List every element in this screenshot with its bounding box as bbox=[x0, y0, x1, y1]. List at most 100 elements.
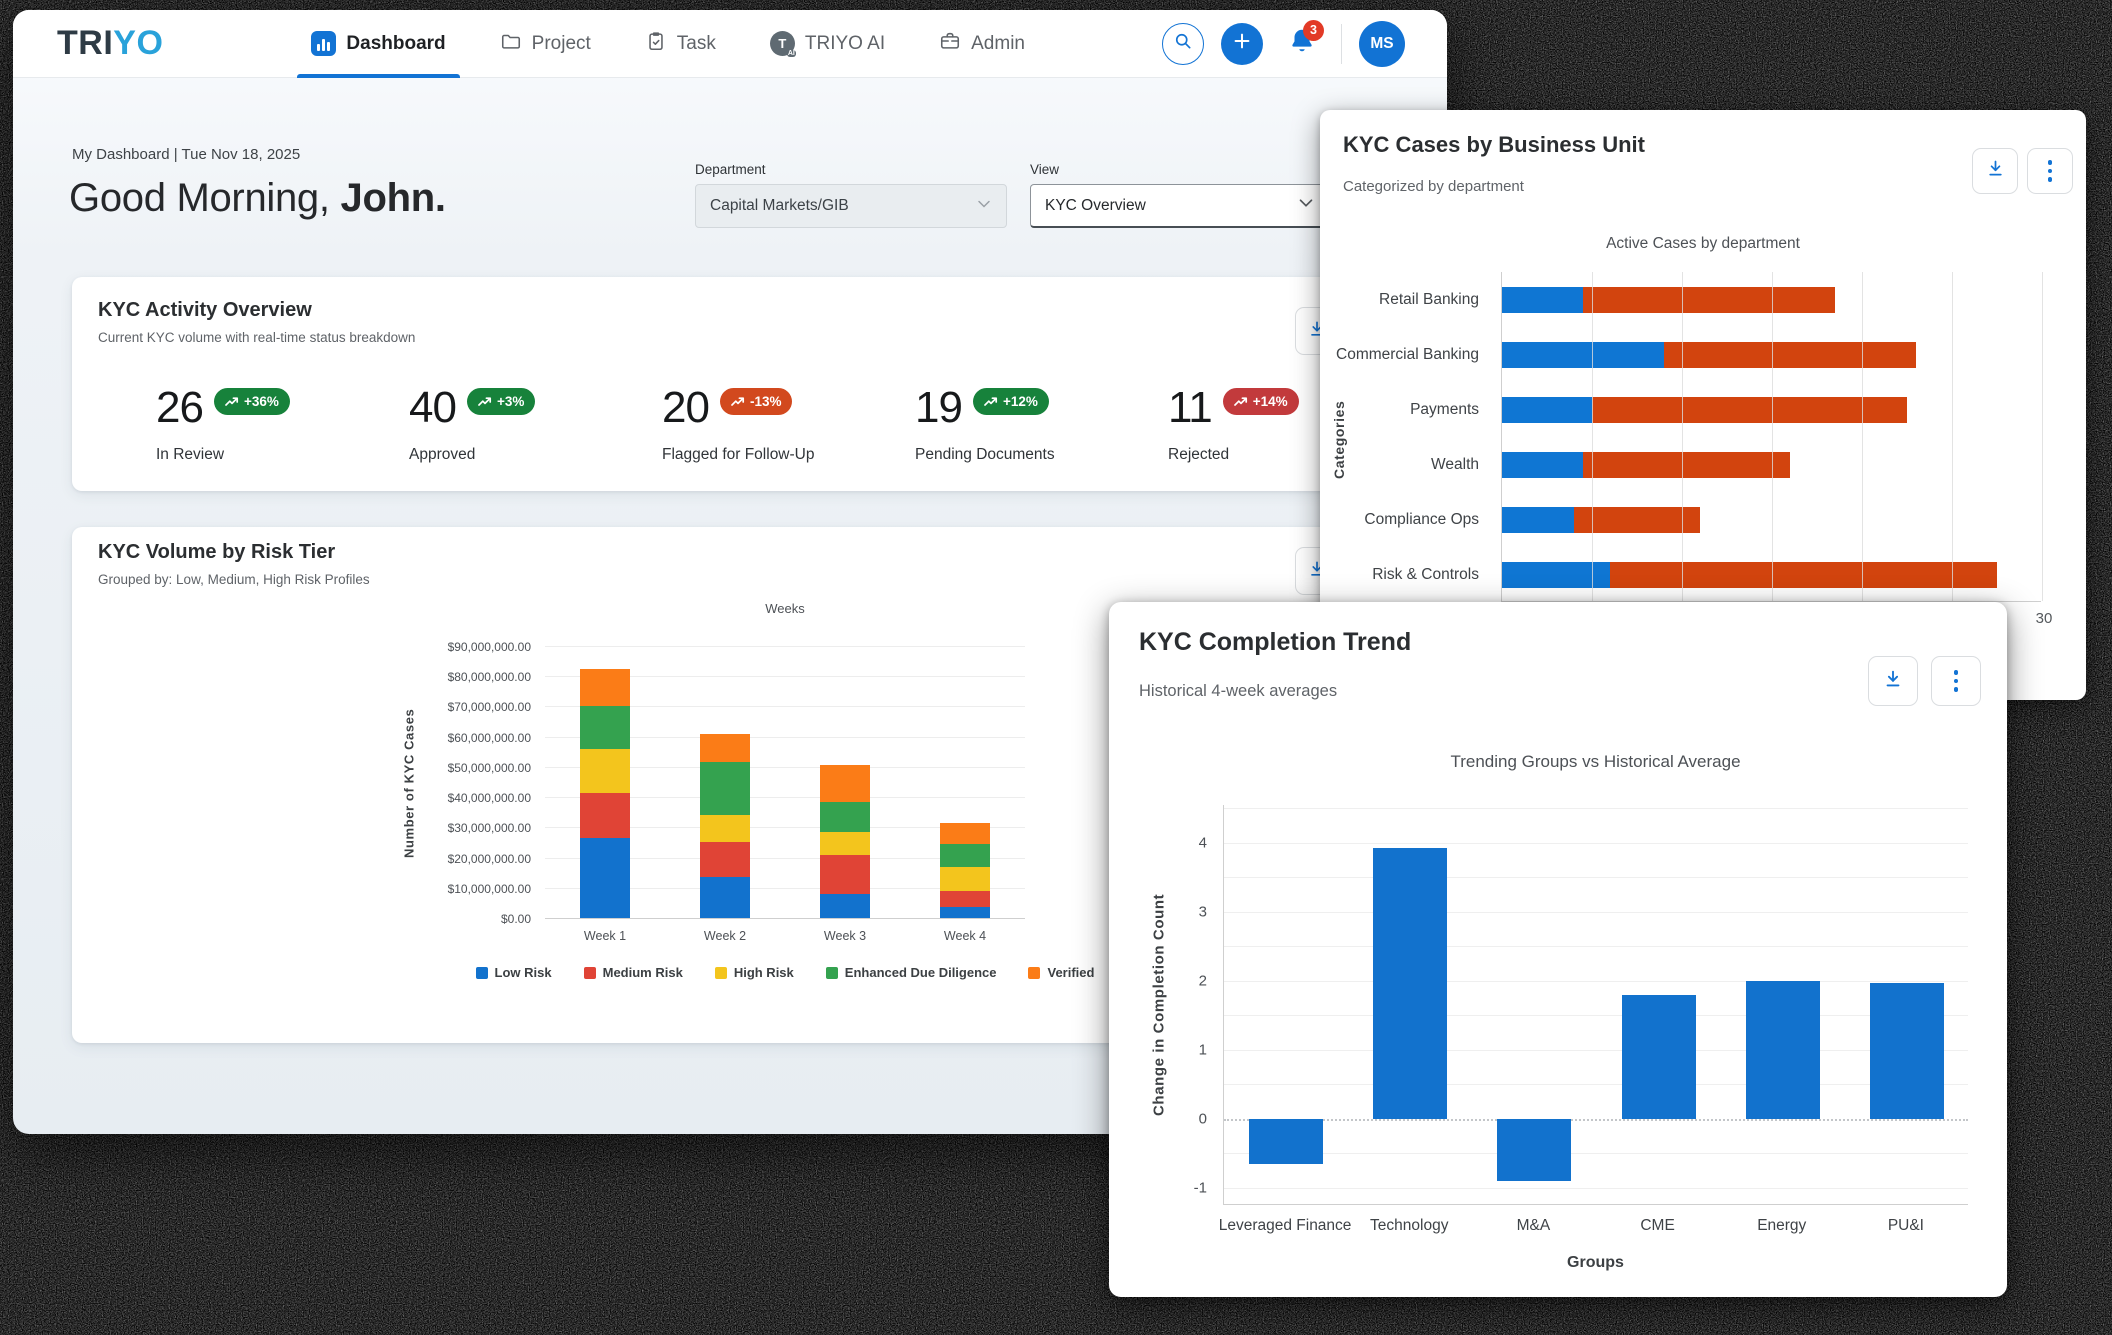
axis-tick-label: $40,000,000.00 bbox=[447, 791, 531, 806]
business-chart-xtick: 30 bbox=[2035, 610, 2053, 627]
add-button[interactable] bbox=[1221, 22, 1263, 65]
view-field: View KYC Overview bbox=[1030, 162, 1330, 228]
legend-item-low-risk: Low Risk bbox=[475, 965, 552, 980]
bar-segment-low-risk bbox=[940, 907, 990, 918]
grid-line bbox=[545, 706, 1025, 708]
legend-label: Enhanced Due Diligence bbox=[844, 965, 997, 980]
search-button[interactable] bbox=[1162, 22, 1204, 65]
axis-tick-label: $20,000,000.00 bbox=[447, 851, 531, 866]
download-icon bbox=[1985, 157, 2006, 185]
bar-segment-high-risk bbox=[940, 866, 990, 891]
axis-tick-label: Energy bbox=[1757, 1217, 1807, 1234]
more-options-button[interactable] bbox=[1931, 656, 1981, 706]
bar-segment-medium-risk bbox=[940, 890, 990, 908]
department-field: Department Capital Markets/GIB bbox=[695, 162, 1007, 228]
axis-tick-label: CME bbox=[1640, 1217, 1675, 1234]
grid-line bbox=[1224, 1015, 1968, 1017]
legend-label: High Risk bbox=[733, 965, 794, 980]
category-label-wealth: Wealth bbox=[1431, 455, 1479, 473]
completion-trend-card: KYC Completion Trend Historical 4-week a… bbox=[1109, 602, 2007, 1297]
legend-swatch bbox=[714, 966, 727, 979]
bar-segment-verified bbox=[580, 668, 630, 707]
completion-trend-chart bbox=[1223, 805, 1968, 1205]
nav-divider bbox=[1341, 23, 1342, 64]
legend-swatch bbox=[1028, 966, 1041, 979]
axis-tick-label: -1 bbox=[1193, 1179, 1207, 1197]
stat-label: Flagged for Follow-Up bbox=[662, 446, 815, 464]
more-options-button[interactable] bbox=[2027, 148, 2073, 194]
view-select[interactable]: KYC Overview bbox=[1030, 184, 1330, 228]
bar-segment-enhanced-due-diligence bbox=[580, 706, 630, 749]
tab-label: TRIYO AI bbox=[804, 32, 886, 54]
bar-segment-segment-orange bbox=[1583, 451, 1790, 478]
download-button[interactable] bbox=[1972, 148, 2018, 194]
card-title: KYC Volume by Risk Tier bbox=[98, 541, 336, 563]
tab-triyo-ai[interactable]: T AI TRIYO AI bbox=[769, 10, 886, 78]
axis-tick-label: Week 4 bbox=[943, 929, 987, 943]
greeting: Good Morning, John. bbox=[69, 176, 446, 221]
stat-trend-badge: -13% bbox=[719, 388, 793, 415]
risk-chart-yticks: $0.00 $10,000,000.00 $20,000,000.00 $30,000… bbox=[392, 640, 537, 926]
legend-label: Verified bbox=[1047, 965, 1095, 980]
risk-chart-legend: Low Risk Medium Risk High Risk Enhanced Due… bbox=[475, 965, 1094, 980]
stat-approved: 40 +3% Approved bbox=[409, 384, 662, 464]
department-label: Department bbox=[695, 162, 766, 177]
grid-line bbox=[1224, 946, 1968, 948]
tab-admin[interactable]: Admin bbox=[939, 10, 1025, 78]
legend-swatch bbox=[583, 966, 596, 979]
grid-line bbox=[1682, 272, 1683, 601]
stacked-bar-commercial-banking bbox=[1502, 341, 1916, 368]
bar-segment-enhanced-due-diligence bbox=[940, 843, 990, 867]
bar-cme bbox=[1621, 994, 1696, 1119]
category-label-commercial-banking: Commercial Banking bbox=[1336, 345, 1479, 363]
tab-project[interactable]: Project bbox=[500, 10, 591, 78]
category-label-payments: Payments bbox=[1410, 400, 1479, 418]
bar-segment-segment-orange bbox=[1583, 286, 1835, 313]
trend-up-icon bbox=[225, 396, 239, 408]
axis-tick-label: $60,000,000.00 bbox=[447, 730, 531, 745]
legend-swatch bbox=[825, 966, 838, 979]
bar-leveraged-finance bbox=[1249, 1118, 1324, 1164]
grid-line bbox=[545, 887, 1025, 889]
trend-up-icon bbox=[731, 396, 745, 408]
triyo-logo[interactable]: TRIYO bbox=[57, 24, 163, 63]
department-select[interactable]: Capital Markets/GIB bbox=[695, 184, 1007, 228]
stat-pending-documents: 19 +12% Pending Documents bbox=[915, 383, 1168, 464]
bar-energy bbox=[1745, 980, 1820, 1119]
chevron-down-icon bbox=[974, 194, 994, 219]
grid-line bbox=[545, 857, 1025, 859]
axis-tick-label: 3 bbox=[1198, 903, 1207, 921]
trend-up-icon bbox=[984, 396, 998, 408]
axis-tick-label: Week 1 bbox=[583, 929, 627, 943]
business-unit-card: KYC Cases by Business Unit Categorized b… bbox=[1320, 110, 2086, 700]
user-avatar[interactable]: MS bbox=[1359, 20, 1405, 67]
bar-segment-segment-blue bbox=[1502, 506, 1574, 533]
grid-line bbox=[1592, 272, 1593, 601]
business-chart-title: Active Cases by department bbox=[1606, 235, 1800, 252]
category-label-retail-banking: Retail Banking bbox=[1379, 290, 1479, 308]
grid-line bbox=[545, 676, 1025, 678]
business-chart-ylabel: Categories bbox=[1331, 400, 1347, 480]
bar-segment-high-risk bbox=[700, 815, 750, 843]
stat-value: 20 bbox=[662, 383, 710, 432]
axis-tick-label: $50,000,000.00 bbox=[447, 760, 531, 775]
tab-task[interactable]: Task bbox=[645, 10, 716, 78]
stacked-bar-payments bbox=[1502, 396, 1907, 423]
notifications-button[interactable]: 3 bbox=[1280, 19, 1324, 66]
bar-segment-segment-orange bbox=[1592, 396, 1907, 423]
bar-segment-medium-risk bbox=[820, 854, 870, 894]
stat-trend-badge: +36% bbox=[213, 388, 290, 415]
zero-line bbox=[1224, 1118, 1968, 1121]
bar-segment-medium-risk bbox=[700, 842, 750, 878]
tab-label: Project bbox=[531, 32, 591, 54]
triyo-ai-icon: T AI bbox=[769, 31, 796, 57]
kebab-icon bbox=[1953, 670, 1959, 692]
activity-overview-card: KYC Activity Overview Current KYC volume… bbox=[72, 277, 1392, 491]
risk-chart-title: Weeks bbox=[765, 601, 805, 616]
bar-segment-high-risk bbox=[820, 831, 870, 855]
risk-tier-chart bbox=[545, 646, 1025, 919]
bar-segment-segment-blue bbox=[1502, 341, 1664, 368]
tab-dashboard[interactable]: Dashboard bbox=[297, 10, 460, 78]
download-button[interactable] bbox=[1868, 656, 1918, 706]
stat-value: 19 bbox=[915, 383, 963, 432]
